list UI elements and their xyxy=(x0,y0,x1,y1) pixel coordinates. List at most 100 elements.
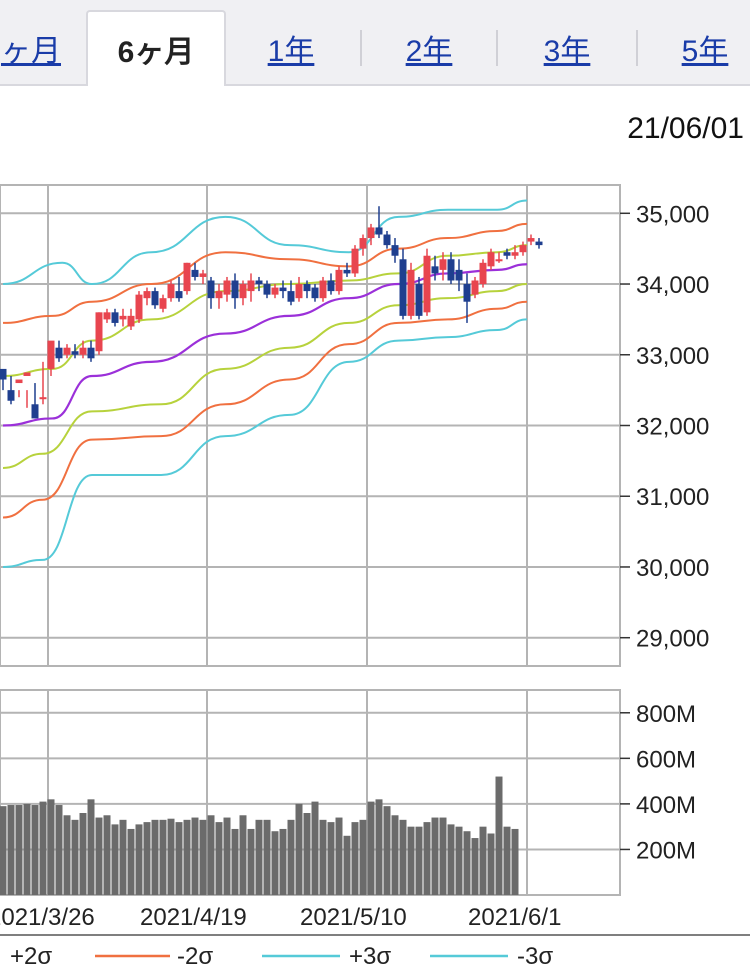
candle-body xyxy=(191,269,199,277)
tab-divider xyxy=(496,30,498,66)
band-line-plus3 xyxy=(2,199,528,286)
candle-body xyxy=(391,245,399,256)
volume-bar xyxy=(103,815,111,895)
tab-5-years[interactable]: 5年 xyxy=(681,35,729,68)
volume-bar xyxy=(407,826,415,895)
volume-bar xyxy=(391,815,399,895)
tab-2-years[interactable]: 2年 xyxy=(405,35,453,68)
band-line-ma xyxy=(2,263,528,427)
candle-body xyxy=(167,284,175,299)
volume-bar xyxy=(119,819,127,895)
candle-body xyxy=(127,315,135,327)
volume-bar xyxy=(471,838,479,895)
volume-bar xyxy=(319,819,327,895)
volume-bar xyxy=(239,815,247,895)
volume-bar xyxy=(247,828,255,895)
volume-bar xyxy=(335,817,343,895)
candle-body xyxy=(255,280,263,285)
volume-bar xyxy=(95,817,103,895)
price-axis-label: 33,000 xyxy=(636,343,709,370)
volume-bar xyxy=(183,819,191,895)
candle-body xyxy=(119,315,127,320)
volume-axis-label: 800M xyxy=(636,701,696,728)
volume-bar xyxy=(23,803,31,895)
band-line-plus2 xyxy=(2,222,528,324)
volume-bar xyxy=(295,803,303,895)
candle-body xyxy=(207,280,215,299)
volume-bar xyxy=(7,805,15,895)
volume-bar xyxy=(431,817,439,895)
candle-body xyxy=(287,291,295,302)
tab-3-years[interactable]: 3年 xyxy=(543,35,591,68)
volume-bar xyxy=(87,799,95,895)
tab-months[interactable]: ヶ月 xyxy=(1,35,61,68)
candle-body xyxy=(7,390,15,401)
candle-body xyxy=(479,262,487,285)
candle-body xyxy=(439,259,447,270)
band-line-minus3 xyxy=(2,318,528,568)
volume-bar xyxy=(375,799,383,895)
candle-body xyxy=(367,227,375,239)
candle-body xyxy=(319,280,327,299)
candle-body xyxy=(399,259,407,316)
candle-body xyxy=(175,291,183,299)
candle-body xyxy=(471,280,479,295)
candle-body xyxy=(71,351,79,355)
volume-bar xyxy=(327,822,335,895)
tab-6-months[interactable]: 6ヶ月 xyxy=(86,10,226,86)
candle-body xyxy=(407,269,415,316)
volume-bar xyxy=(455,826,463,895)
volume-bar xyxy=(287,819,295,895)
price-axis-label: 32,000 xyxy=(636,414,709,441)
candle-body xyxy=(295,284,303,299)
volume-bar xyxy=(167,818,175,895)
candle-body xyxy=(111,312,119,323)
candle-body xyxy=(223,280,231,295)
price-axis-label: 29,000 xyxy=(636,626,709,653)
price-axis-label: 35,000 xyxy=(636,201,709,228)
tab-1-year[interactable]: 1年 xyxy=(267,35,315,68)
candle-body xyxy=(87,347,95,359)
candle-body xyxy=(511,252,519,256)
candle-body xyxy=(135,294,143,320)
volume-bar xyxy=(111,824,119,895)
candle-body xyxy=(95,312,103,352)
candle-body xyxy=(215,291,223,299)
volume-bar xyxy=(47,799,55,895)
volume-bar xyxy=(55,805,63,895)
candle-body xyxy=(303,284,311,292)
volume-bar xyxy=(271,831,279,895)
x-axis-label: 2021/5/10 xyxy=(300,904,407,931)
volume-bar xyxy=(63,815,71,895)
volume-bar xyxy=(503,826,511,895)
candle-body xyxy=(495,259,503,262)
candle-body xyxy=(0,368,7,380)
price-axis-label: 30,000 xyxy=(636,555,709,582)
volume-bar xyxy=(223,817,231,895)
volume-bar xyxy=(351,822,359,895)
volume-bar xyxy=(479,826,487,895)
volume-bar xyxy=(463,831,471,895)
volume-axis-label: 600M xyxy=(636,746,696,773)
candle-body xyxy=(375,227,383,235)
candle-body xyxy=(263,284,271,295)
band-line-plus1 xyxy=(2,244,528,377)
volume-bar xyxy=(439,817,447,895)
volume-bar xyxy=(215,822,223,895)
candle-body xyxy=(455,269,463,281)
volume-bar xyxy=(303,813,311,895)
candle-body xyxy=(383,234,391,246)
x-axis-label: 2021/3/26 xyxy=(0,904,95,931)
volume-bar xyxy=(0,806,7,895)
volume-bar xyxy=(79,813,87,895)
volume-bar xyxy=(415,826,423,895)
candle-body xyxy=(447,259,455,281)
legend-label: -2σ xyxy=(177,943,213,968)
candle-body xyxy=(503,252,511,256)
volume-bar xyxy=(159,819,167,895)
chart-date: 21/06/01 xyxy=(627,112,744,145)
candle-body xyxy=(103,312,111,320)
candle-body xyxy=(23,372,31,376)
candle-body xyxy=(159,298,167,309)
